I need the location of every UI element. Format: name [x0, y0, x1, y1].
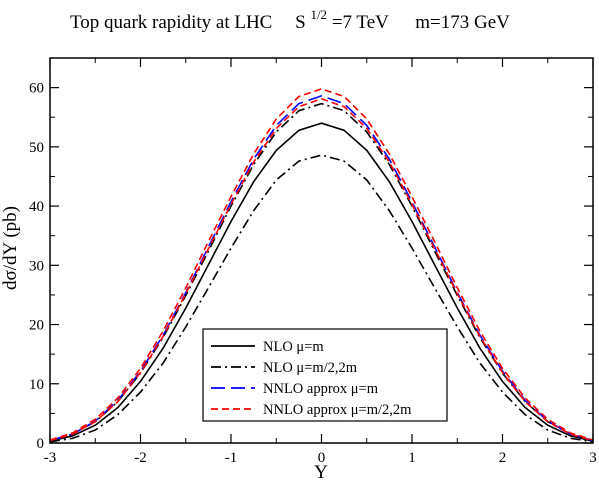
series-line-1 — [49, 122, 594, 442]
x-tick-label: -3 — [44, 450, 57, 466]
x-tick-label: -2 — [134, 450, 147, 466]
x-tick-label: 2 — [499, 450, 507, 466]
y-tick-label: 40 — [29, 199, 44, 215]
y-tick-label: 60 — [29, 81, 44, 97]
chart-title: Top quark rapidity at LHC S 1/2 =7 TeV m… — [70, 3, 510, 33]
y-tick-label: 50 — [29, 140, 44, 156]
legend-label-2: NLO μ=m/2,2m — [263, 360, 358, 376]
legend-box — [202, 328, 448, 422]
x-tick-label: 3 — [589, 450, 597, 466]
x-axis-label: Y — [314, 462, 328, 483]
x-tick-label: 0 — [318, 450, 326, 466]
y-axis-label: dσ/dY (pb) — [0, 206, 21, 290]
y-tick-label: 0 — [37, 436, 45, 452]
title-prefix: Top quark rapidity at LHC — [70, 12, 272, 33]
title-s-symbol: S — [295, 12, 306, 33]
title-s-exponent: 1/2 — [310, 7, 327, 22]
title-mass: m=173 GeV — [415, 12, 510, 33]
legend-label-1: NLO μ=m — [263, 339, 324, 355]
series-line-5 — [49, 98, 594, 442]
y-tick-label: 30 — [29, 258, 44, 274]
series-line-2 — [49, 154, 594, 443]
title-s-value: =7 TeV — [332, 12, 389, 33]
y-tick-label: 10 — [29, 377, 44, 393]
legend-label-4: NNLO approx μ=m/2,2m — [263, 402, 412, 418]
series-line-6 — [49, 88, 594, 441]
x-tick-label: 1 — [408, 450, 416, 466]
legend-label-3: NNLO approx μ=m — [263, 381, 379, 397]
x-tick-label: -1 — [225, 450, 238, 466]
y-tick-label: 20 — [29, 318, 44, 334]
